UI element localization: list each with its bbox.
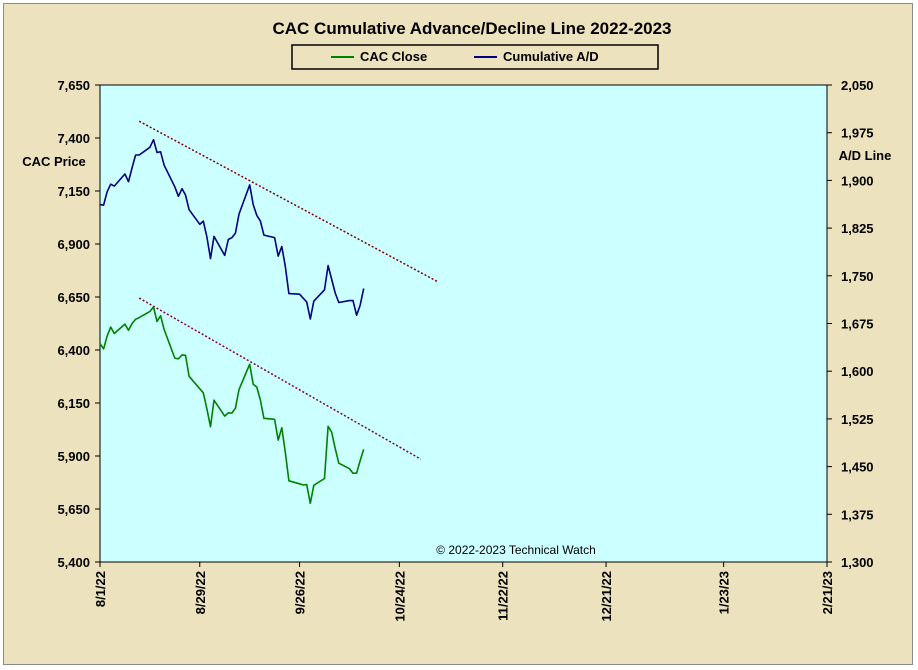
right-axis-tick-label: 2,050 (841, 78, 874, 93)
left-axis-tick-label: 5,650 (57, 502, 90, 517)
right-axis-tick-label: 1,675 (841, 317, 874, 332)
left-axis-tick-label: 5,900 (57, 449, 90, 464)
x-axis-tick-label: 12/21/22 (599, 571, 614, 622)
trendlines (138, 120, 439, 460)
left-axis-tick-label: 6,900 (57, 237, 90, 252)
left-axis: 5,400 5,650 5,900 6,150 6,400 6,650 6,900 7,150… (57, 78, 100, 570)
copyright-note: © 2022-2023 Technical Watch (436, 543, 596, 557)
right-axis-tick-label: 1,300 (841, 555, 874, 570)
right-axis-tick-label: 1,975 (841, 126, 874, 141)
x-axis-tick-label: 1/23/23 (717, 571, 732, 614)
left-axis-tick-label: 5,400 (57, 555, 90, 570)
series-line-cumulative-ad (99, 138, 365, 320)
right-axis-tick-label: 1,600 (841, 364, 874, 379)
x-axis-tick-label: 8/29/22 (193, 571, 208, 614)
legend-label-cac-close: CAC Close (360, 49, 427, 64)
x-axis-tick-label: 10/24/22 (392, 571, 407, 622)
right-axis-tick-label: 1,900 (841, 173, 874, 188)
x-axis-tick-label: 8/1/22 (93, 571, 108, 607)
right-axis: 1,300 1,375 1,450 1,525 1,600 1,675 1,750 1,825… (827, 78, 874, 570)
x-axis-tick-label: 9/26/22 (293, 571, 308, 614)
left-axis-tick-label: 7,650 (57, 78, 90, 93)
left-axis-tick-label: 6,650 (57, 290, 90, 305)
right-axis-tick-label: 1,450 (841, 460, 874, 475)
right-axis-label: A/D Line (839, 148, 892, 163)
right-axis-tick-label: 1,525 (841, 412, 874, 427)
left-axis-tick-label: 6,150 (57, 396, 90, 411)
ad-trendline (138, 120, 439, 283)
plot-area (99, 84, 828, 563)
chart-title: CAC Cumulative Advance/Decline Line 2022… (272, 19, 671, 38)
right-axis-tick-label: 1,825 (841, 221, 874, 236)
x-axis-tick-label: 2/21/23 (820, 571, 835, 614)
left-axis-tick-label: 7,150 (57, 184, 90, 199)
left-axis-tick-label: 7,400 (57, 131, 90, 146)
x-axis-tick-label: 11/22/22 (496, 571, 511, 621)
left-axis-tick-label: 6,400 (57, 343, 90, 358)
legend-label-cumulative-ad: Cumulative A/D (503, 49, 599, 64)
series-line-cac-close (99, 306, 365, 505)
left-axis-label: CAC Price (22, 154, 86, 169)
right-axis-tick-label: 1,375 (841, 507, 874, 522)
right-axis-tick-label: 1,750 (841, 269, 874, 284)
series-lines (99, 138, 365, 505)
x-axis: 8/1/22 8/29/22 9/26/22 10/24/22 11/22/22 12/2… (93, 562, 835, 622)
